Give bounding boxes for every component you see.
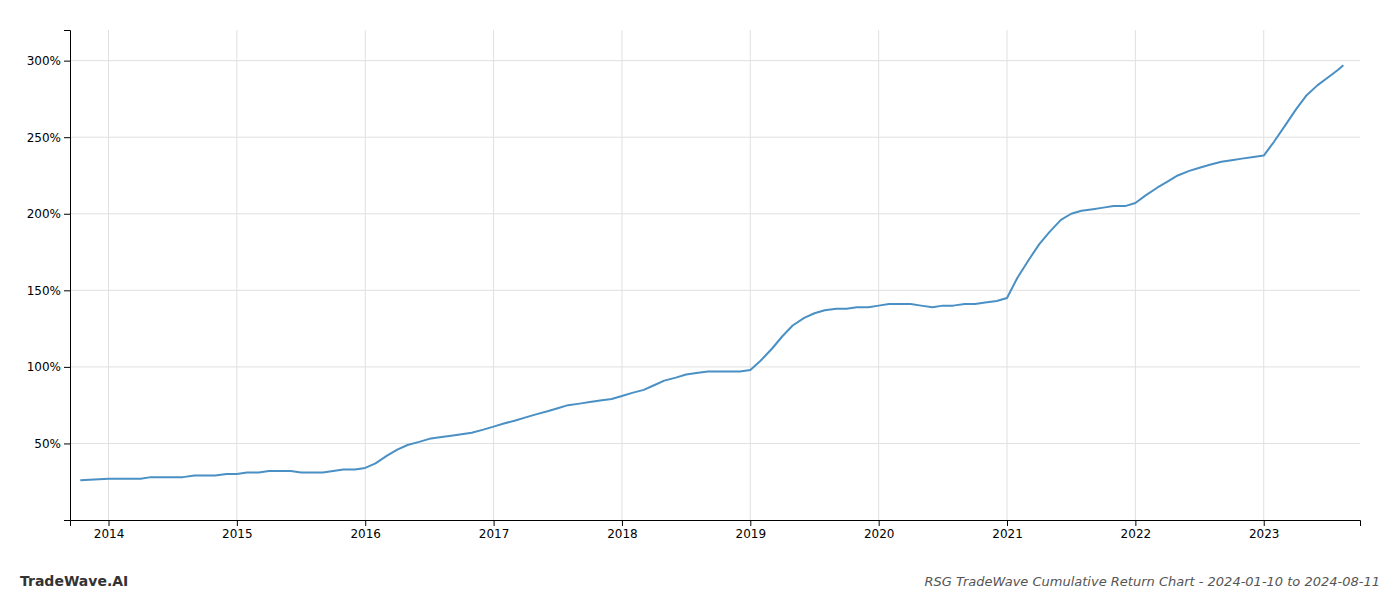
tick: 300% <box>27 54 70 68</box>
tick-label: 2016 <box>350 527 381 541</box>
tick-mark <box>64 290 70 291</box>
tick-label: 300% <box>27 54 61 68</box>
tick-label: 150% <box>27 284 61 298</box>
tick: 2022 <box>1121 520 1152 541</box>
tick: 250% <box>27 131 70 145</box>
axis-line <box>71 521 1361 527</box>
tick-mark <box>1007 520 1008 526</box>
axis-line <box>64 31 71 521</box>
grid-line <box>1263 30 1264 520</box>
grid <box>70 30 1360 520</box>
grid-line <box>621 30 622 520</box>
tick-label: 2015 <box>222 527 253 541</box>
tick-mark <box>64 443 70 444</box>
tick-label: 100% <box>27 360 61 374</box>
grid-line <box>878 30 879 520</box>
tick: 2015 <box>222 520 253 541</box>
tick-label: 200% <box>27 207 61 221</box>
tick-label: 2023 <box>1249 527 1280 541</box>
grid-line <box>70 60 1360 61</box>
grid-line <box>70 443 1360 444</box>
grid-line <box>70 213 1360 214</box>
grid-line <box>750 30 751 520</box>
tick-mark <box>64 214 70 215</box>
grid-line <box>1007 30 1008 520</box>
grid-line <box>365 30 366 520</box>
tick-mark <box>1135 520 1136 526</box>
tick-label: 2019 <box>736 527 767 541</box>
tick-label: 50% <box>34 437 61 451</box>
y-axis: 50% 100% 150% 200% 250% 300% <box>27 31 71 521</box>
grid-line <box>493 30 494 520</box>
tick-mark <box>622 520 623 526</box>
grid-line <box>236 30 237 520</box>
tick-label: 2017 <box>479 527 510 541</box>
tick-label: 2022 <box>1121 527 1152 541</box>
chart: 2014 2015 2016 2017 2018 2019 2020 2021 2022 2023… <box>0 0 1400 600</box>
grid-line <box>70 366 1360 367</box>
plot: 2014 2015 2016 2017 2018 2019 2020 2021 2022 2023… <box>27 30 1361 541</box>
tick-mark <box>879 520 880 526</box>
grid-line <box>70 137 1360 138</box>
tick: 150% <box>27 284 70 298</box>
tick: 50% <box>34 437 70 451</box>
tick-label: 2020 <box>864 527 895 541</box>
tick-mark <box>64 61 70 62</box>
marks <box>80 65 1343 480</box>
grid-line <box>70 290 1360 291</box>
tick: 2019 <box>736 520 767 541</box>
tick: 2020 <box>864 520 895 541</box>
tick-mark <box>494 520 495 526</box>
tick: 2023 <box>1249 520 1280 541</box>
x-axis: 2014 2015 2016 2017 2018 2019 2020 2021 2022 2023 <box>71 520 1361 541</box>
line <box>80 65 1343 480</box>
watermark: TradeWave.AI <box>20 573 128 589</box>
tick-label: 2021 <box>992 527 1023 541</box>
tick-label: 2018 <box>607 527 638 541</box>
tick: 2014 <box>94 520 125 541</box>
tick: 2016 <box>350 520 381 541</box>
tick-mark <box>1264 520 1265 526</box>
tick: 2017 <box>479 520 510 541</box>
tick-mark <box>237 520 238 526</box>
tick-mark <box>109 520 110 526</box>
grid-line <box>1135 30 1136 520</box>
title: RSG TradeWave Cumulative Return Chart - … <box>925 574 1380 589</box>
tick-mark <box>365 520 366 526</box>
tick: 200% <box>27 207 70 221</box>
tick: 2021 <box>992 520 1023 541</box>
tick-mark <box>64 367 70 368</box>
tick: 100% <box>27 360 70 374</box>
tick-label: 250% <box>27 131 61 145</box>
tick-label: 2014 <box>94 527 125 541</box>
tick-mark <box>750 520 751 526</box>
tick-mark <box>64 137 70 138</box>
tick: 2018 <box>607 520 638 541</box>
grid-line <box>108 30 109 520</box>
